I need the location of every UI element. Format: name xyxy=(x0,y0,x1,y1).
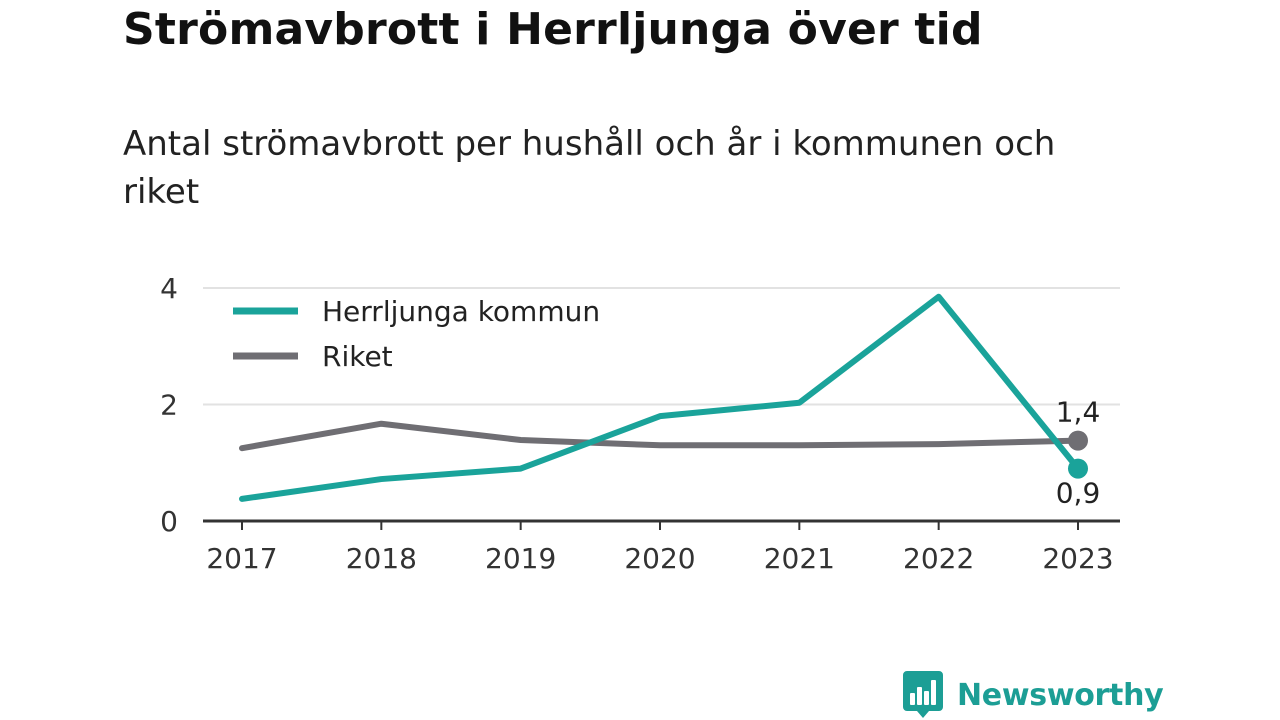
y-tick-label: 4 xyxy=(160,272,178,305)
newsworthy-logo: Newsworthy xyxy=(903,671,1164,719)
legend-label: Herrljunga kommun xyxy=(322,295,600,328)
series-line xyxy=(239,420,1081,452)
legend-label: Riket xyxy=(322,340,393,373)
series-end-marker xyxy=(1068,430,1088,451)
x-tick-label: 2022 xyxy=(903,542,974,575)
series-end-marker xyxy=(1068,458,1088,479)
y-tick-label: 0 xyxy=(160,505,178,538)
series-end-label: 1,4 xyxy=(1056,396,1101,429)
chart-title: Strömavbrott i Herrljunga över tid xyxy=(123,4,983,55)
x-tick-label: 2018 xyxy=(346,542,417,575)
series-line xyxy=(239,293,1081,502)
x-tick-label: 2023 xyxy=(1042,542,1113,575)
chart-subtitle: Antal strömavbrott per hushåll och år i … xyxy=(123,124,1056,212)
newsworthy-logo-text: Newsworthy xyxy=(957,677,1164,713)
x-tick-label: 2020 xyxy=(624,542,695,575)
x-tick-label: 2019 xyxy=(485,542,556,575)
series-end-label: 0,9 xyxy=(1056,477,1101,510)
x-tick-label: 2021 xyxy=(764,542,835,575)
x-tick-label: 2017 xyxy=(206,542,277,575)
y-tick-label: 2 xyxy=(160,389,178,422)
legend-background xyxy=(222,290,627,378)
newsworthy-logo-icon xyxy=(903,671,943,718)
